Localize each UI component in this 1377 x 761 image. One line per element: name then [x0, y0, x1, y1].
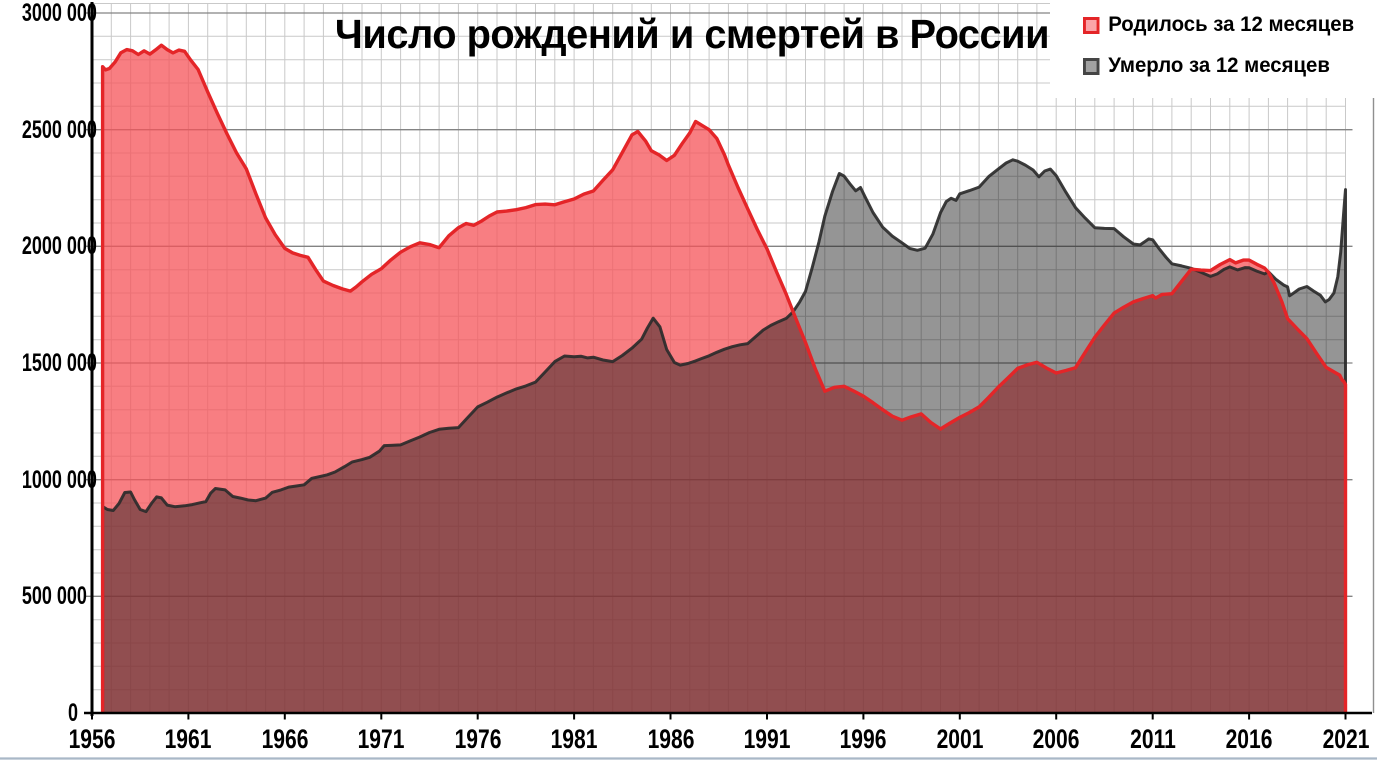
x-tick-label: 1991	[743, 724, 791, 754]
x-tick-label: 1956	[68, 724, 116, 754]
births-legend-swatch-icon	[1083, 16, 1100, 34]
x-tick-label: 1996	[839, 724, 887, 754]
deaths-legend-swatch-icon	[1083, 57, 1100, 75]
y-tick-label: 1000 000	[21, 465, 97, 494]
births-line	[100, 43, 1348, 713]
x-tick-label: 1966	[261, 724, 309, 754]
x-tick-label: 2006	[1032, 724, 1080, 754]
x-tick-label: 1971	[357, 724, 405, 754]
x-tick-label: 2001	[936, 724, 984, 754]
y-tick-label: 500 000	[21, 582, 87, 611]
y-tick-label: 2000 000	[21, 232, 97, 261]
legend-item-births: Родилось за 12 месяцев	[1083, 13, 1366, 37]
x-tick-label: 1986	[647, 724, 694, 754]
legend-label-births: Родилось за 12 месяцев	[1108, 13, 1355, 36]
legend-label-deaths: Умерло за 12 месяцев	[1108, 54, 1330, 77]
chart-title: Число рождений и смертей в России	[334, 11, 1050, 57]
x-tick-label: 1961	[164, 724, 212, 754]
y-tick-label: 3000 000	[21, 0, 97, 27]
y-tick-label: 0	[67, 699, 78, 727]
x-tick-label: 2021	[1322, 724, 1369, 754]
deaths-line	[101, 158, 1347, 713]
deaths-area	[102, 159, 1346, 714]
births-area	[102, 45, 1346, 713]
x-tick-label: 1981	[550, 724, 598, 754]
x-tick-label: 2011	[1129, 724, 1176, 754]
y-tick-label: 2500 000	[21, 115, 97, 144]
y-tick-label: 1500 000	[21, 349, 97, 377]
x-tick-label: 2016	[1225, 724, 1273, 754]
x-tick-label: 1976	[454, 724, 502, 754]
legend-item-deaths: Умерло за 12 месяцев	[1083, 54, 1366, 78]
legend: Родилось за 12 месяцев Умерло за 12 меся…	[1050, 0, 1375, 98]
